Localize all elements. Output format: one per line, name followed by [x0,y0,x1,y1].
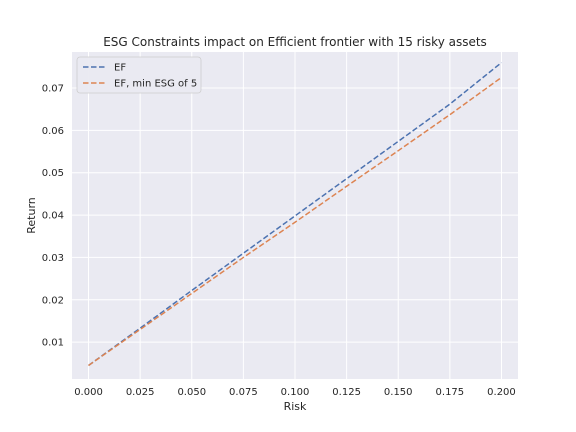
x-tick-label: 0.050 [177,387,206,398]
x-axis-ticks: 0.000 0.025 0.050 0.075 0.100 0.125 0.150 0.175… [74,387,516,398]
x-tick-label: 0.200 [487,387,516,398]
y-tick-label: 0.06 [42,126,64,137]
x-tick-label: 0.075 [229,387,258,398]
y-tick-label: 0.07 [42,84,64,95]
y-tick-label: 0.04 [42,211,64,222]
x-tick-label: 0.125 [332,387,361,398]
x-tick-label: 0.175 [436,387,465,398]
legend-label-ef-min-esg: EF, min ESG of 5 [114,79,197,90]
x-tick-label: 0.150 [384,387,413,398]
y-tick-label: 0.01 [42,338,64,349]
chart-title: ESG Constraints impact on Efficient fron… [103,35,487,49]
y-tick-label: 0.03 [42,253,64,264]
legend-label-ef: EF [114,63,126,74]
y-axis-label: Return [25,197,38,234]
x-tick-label: 0.100 [281,387,310,398]
y-tick-label: 0.05 [42,168,64,179]
y-tick-label: 0.02 [42,295,64,306]
x-tick-label: 0.025 [126,387,155,398]
legend: EF EF, min ESG of 5 [77,57,201,93]
x-axis-label: Risk [284,400,307,413]
x-tick-label: 0.000 [74,387,103,398]
